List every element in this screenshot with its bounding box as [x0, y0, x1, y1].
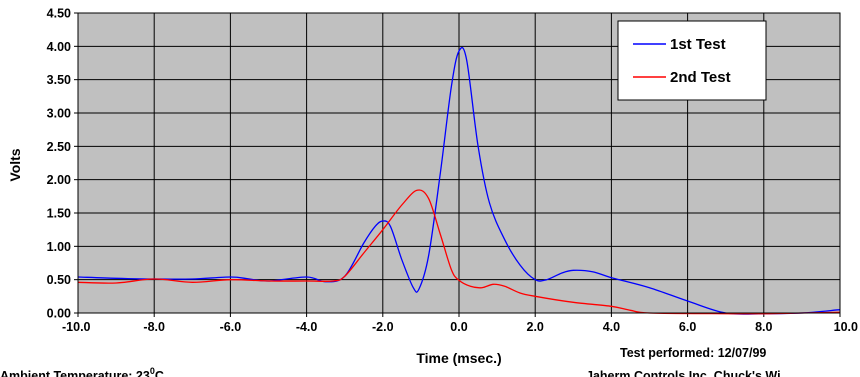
x-tick-label: 4.0 [603, 320, 620, 334]
x-tick-label: 10.0 [834, 320, 858, 334]
x-tick-label: 0.0 [450, 320, 467, 334]
ambient-temperature-note: Ambient Temperature: 230C [0, 366, 164, 377]
y-tick-label: 2.50 [47, 140, 71, 154]
y-tick-label: 4.50 [47, 7, 71, 21]
ambient-degree-mark: 0 [150, 366, 155, 376]
y-axis-title: Volts [7, 148, 23, 181]
x-tick-label: -10.0 [62, 320, 91, 334]
x-tick-label: 8.0 [755, 320, 772, 334]
x-tick-label: -4.0 [296, 320, 318, 334]
y-tick-label: 2.00 [47, 173, 71, 187]
test-performed-note: Test performed: 12/07/99 [620, 346, 766, 360]
x-tick-label: 6.0 [679, 320, 696, 334]
legend-label-2nd-test: 2nd Test [670, 69, 731, 86]
y-tick-label: 3.50 [47, 73, 71, 87]
y-tick-label: 0.00 [47, 307, 71, 321]
x-tick-label: -2.0 [372, 320, 394, 334]
x-axis-title: Time (msec.) [416, 350, 501, 366]
x-tick-label: -8.0 [143, 320, 165, 334]
plot-border [77, 12, 841, 314]
grid-lines [78, 13, 840, 313]
legend-label-1st-test: 1st Test [670, 36, 726, 53]
tick-labels: 0.00 0.50 1.00 1.50 2.00 2.50 3.00 3.50 4.00 4.50… [47, 7, 858, 335]
y-tick-label: 0.50 [47, 273, 71, 287]
ambient-unit: C [155, 369, 164, 377]
credit-note: Jaherm Controls Inc. Chuck's Wi [586, 369, 781, 377]
legend-box [617, 20, 767, 101]
legend: 1st Test 2nd Test [617, 20, 767, 101]
y-tick-label: 4.00 [47, 40, 71, 54]
x-tick-label: -6.0 [220, 320, 242, 334]
series-lines [77, 46, 841, 315]
y-tick-label: 3.00 [47, 107, 71, 121]
y-tick-label: 1.00 [47, 240, 71, 254]
ambient-temperature-text: Ambient Temperature: 23 [0, 369, 150, 377]
y-tick-label: 1.50 [47, 207, 71, 221]
x-tick-label: 2.0 [527, 320, 544, 334]
series-line-2nd-test [77, 189, 841, 315]
